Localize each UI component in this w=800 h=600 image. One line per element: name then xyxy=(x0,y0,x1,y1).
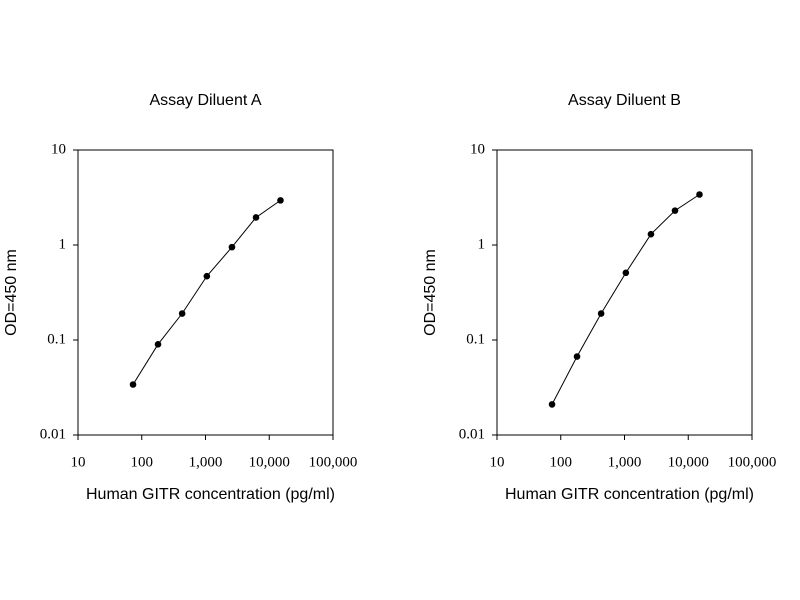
data-point xyxy=(203,272,211,280)
y-tick-label: 0.1 xyxy=(466,331,485,347)
chart-title: Assay Diluent B xyxy=(568,92,681,109)
x-tick-label: 100 xyxy=(131,454,154,470)
x-tick-label: 100,000 xyxy=(309,454,358,470)
data-point xyxy=(129,381,137,388)
x-axis-label: Human GITR concentration (pg/ml) xyxy=(86,486,335,503)
y-tick-label: 0.01 xyxy=(40,426,66,442)
x-tick-label: 10,000 xyxy=(249,454,290,470)
x-tick-label: 10 xyxy=(71,454,86,470)
data-point xyxy=(178,310,186,317)
data-point xyxy=(252,214,260,221)
y-tick-label: 10 xyxy=(470,141,485,157)
x-tick-label: 1,000 xyxy=(189,454,223,470)
x-tick-label: 100 xyxy=(550,454,573,470)
data-point xyxy=(154,341,162,348)
plot-frame xyxy=(496,149,753,436)
y-axis-label: OD=450 nm xyxy=(422,249,439,336)
y-tick-label: 1 xyxy=(59,236,67,252)
data-point xyxy=(647,230,655,238)
y-axis-label: OD=450 nm xyxy=(3,249,20,336)
x-axis-label: Human GITR concentration (pg/ml) xyxy=(505,486,754,503)
data-line xyxy=(132,199,281,385)
data-point xyxy=(573,353,581,360)
y-tick-label: 0.1 xyxy=(47,331,66,347)
data-point xyxy=(696,191,703,198)
data-point xyxy=(597,310,605,317)
x-tick-label: 10,000 xyxy=(668,454,709,470)
x-tick-label: 1,000 xyxy=(608,454,642,470)
data-line xyxy=(551,194,700,405)
x-tick-label: 100,000 xyxy=(728,454,777,470)
x-tick-label: 10 xyxy=(490,454,505,470)
data-point xyxy=(548,401,556,408)
plot-frame xyxy=(77,149,334,436)
data-point xyxy=(228,243,236,251)
y-tick-label: 1 xyxy=(478,236,486,252)
y-tick-label: 10 xyxy=(51,141,66,157)
data-point xyxy=(277,197,284,204)
chart-title: Assay Diluent A xyxy=(149,92,261,109)
y-tick-label: 0.01 xyxy=(459,426,485,442)
data-point xyxy=(622,269,630,277)
data-point xyxy=(671,207,679,214)
